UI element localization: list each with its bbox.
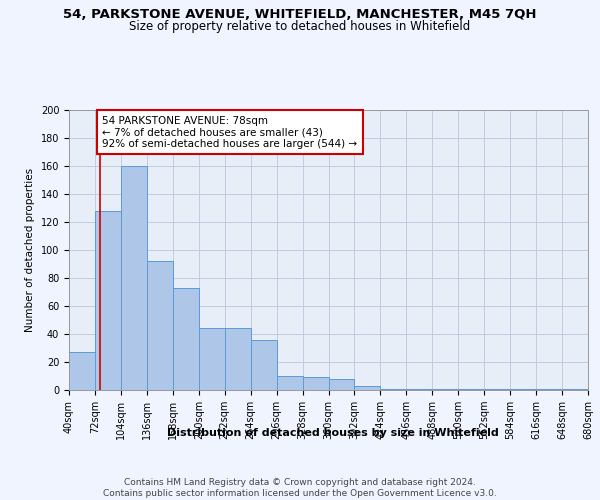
Bar [510, 388, 536, 390]
Text: Contains HM Land Registry data © Crown copyright and database right 2024.
Contai: Contains HM Land Registry data © Crown c… [103, 478, 497, 498]
Bar [69, 352, 95, 390]
Bar [484, 388, 510, 390]
Text: Distribution of detached houses by size in Whitefield: Distribution of detached houses by size … [167, 428, 499, 438]
Bar [380, 388, 406, 390]
Bar [302, 378, 329, 390]
Bar [458, 388, 484, 390]
Y-axis label: Number of detached properties: Number of detached properties [25, 168, 35, 332]
Bar [251, 340, 277, 390]
Bar [173, 288, 199, 390]
Bar [355, 386, 380, 390]
Bar [277, 376, 302, 390]
Bar [147, 261, 173, 390]
Bar [536, 388, 562, 390]
Bar [406, 388, 432, 390]
Text: 54, PARKSTONE AVENUE, WHITEFIELD, MANCHESTER, M45 7QH: 54, PARKSTONE AVENUE, WHITEFIELD, MANCHE… [63, 8, 537, 20]
Bar [433, 388, 458, 390]
Bar [95, 211, 121, 390]
Bar [329, 379, 355, 390]
Bar [121, 166, 147, 390]
Text: Size of property relative to detached houses in Whitefield: Size of property relative to detached ho… [130, 20, 470, 33]
Bar [562, 388, 588, 390]
Bar [199, 328, 225, 390]
Text: 54 PARKSTONE AVENUE: 78sqm
← 7% of detached houses are smaller (43)
92% of semi-: 54 PARKSTONE AVENUE: 78sqm ← 7% of detac… [102, 116, 358, 149]
Bar [225, 328, 251, 390]
